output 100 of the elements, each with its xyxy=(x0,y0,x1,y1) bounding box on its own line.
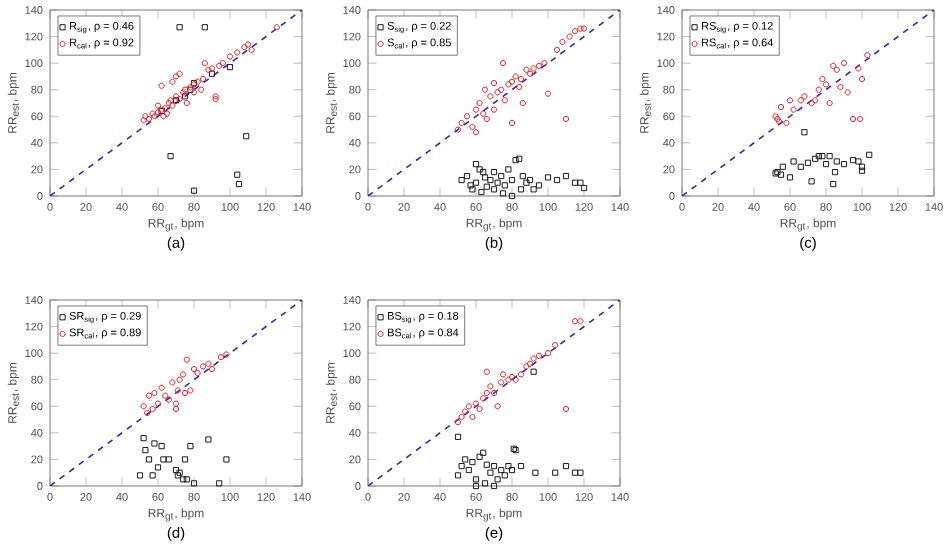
point xyxy=(783,119,790,127)
point xyxy=(205,360,212,367)
point xyxy=(840,60,848,67)
point xyxy=(472,161,480,168)
point xyxy=(487,469,494,476)
point xyxy=(151,440,158,447)
point xyxy=(199,363,207,370)
point xyxy=(517,186,525,193)
point xyxy=(149,472,156,479)
point xyxy=(541,60,548,67)
point xyxy=(508,176,516,184)
point xyxy=(142,447,149,454)
point xyxy=(243,133,250,140)
point xyxy=(523,66,530,73)
point xyxy=(472,106,480,113)
point xyxy=(490,462,498,470)
point xyxy=(777,171,785,178)
point xyxy=(454,472,462,479)
point xyxy=(566,33,573,40)
point xyxy=(476,166,483,173)
point xyxy=(469,186,476,193)
point xyxy=(219,60,226,67)
point xyxy=(472,129,480,136)
point xyxy=(499,60,507,67)
point xyxy=(517,371,525,378)
point xyxy=(142,113,149,120)
point xyxy=(490,168,498,176)
point xyxy=(483,368,490,375)
point xyxy=(480,168,487,176)
point xyxy=(772,113,779,120)
point xyxy=(154,400,162,407)
point xyxy=(226,64,234,71)
point xyxy=(476,405,483,413)
point xyxy=(172,466,180,474)
point xyxy=(858,163,866,170)
point xyxy=(472,482,480,490)
point xyxy=(198,86,205,93)
point xyxy=(562,172,570,180)
point xyxy=(469,123,476,130)
point xyxy=(183,476,190,483)
point xyxy=(190,187,198,194)
point xyxy=(199,75,207,83)
point xyxy=(580,184,588,192)
point xyxy=(571,28,579,35)
point xyxy=(244,41,252,48)
point xyxy=(212,93,219,100)
point xyxy=(136,472,144,479)
point xyxy=(866,151,873,158)
point xyxy=(241,44,248,51)
point xyxy=(498,86,505,93)
point xyxy=(140,435,147,442)
point xyxy=(526,70,534,77)
point xyxy=(812,155,819,162)
point xyxy=(223,456,230,463)
point xyxy=(819,75,826,83)
point xyxy=(180,476,187,483)
point xyxy=(844,89,851,96)
point xyxy=(158,82,165,89)
point xyxy=(483,389,490,397)
point xyxy=(472,400,480,407)
point xyxy=(553,176,561,184)
point xyxy=(517,462,525,470)
point xyxy=(494,403,501,410)
point xyxy=(508,192,516,200)
point xyxy=(822,81,830,88)
point xyxy=(151,389,158,397)
point xyxy=(187,387,194,394)
point xyxy=(544,350,552,357)
point xyxy=(480,395,487,402)
point xyxy=(517,75,525,83)
point xyxy=(140,117,147,124)
point xyxy=(226,53,234,60)
point xyxy=(499,190,507,197)
point xyxy=(169,78,176,85)
point xyxy=(494,89,501,96)
point xyxy=(501,182,508,189)
point xyxy=(552,342,559,349)
point xyxy=(501,472,508,479)
point xyxy=(505,81,512,88)
point xyxy=(858,75,866,83)
point xyxy=(797,163,804,170)
point xyxy=(476,99,483,107)
point xyxy=(205,436,212,443)
point xyxy=(830,180,837,188)
point xyxy=(273,24,280,31)
point xyxy=(786,174,794,181)
point xyxy=(176,70,183,77)
point xyxy=(804,159,812,166)
point xyxy=(201,24,208,31)
point xyxy=(172,405,180,413)
point xyxy=(458,413,465,420)
point xyxy=(174,472,181,479)
point xyxy=(480,110,487,117)
point xyxy=(472,476,480,483)
point xyxy=(490,482,498,490)
point xyxy=(831,168,839,176)
point xyxy=(571,179,579,186)
point xyxy=(833,66,840,73)
point xyxy=(777,103,785,111)
point xyxy=(187,443,194,450)
